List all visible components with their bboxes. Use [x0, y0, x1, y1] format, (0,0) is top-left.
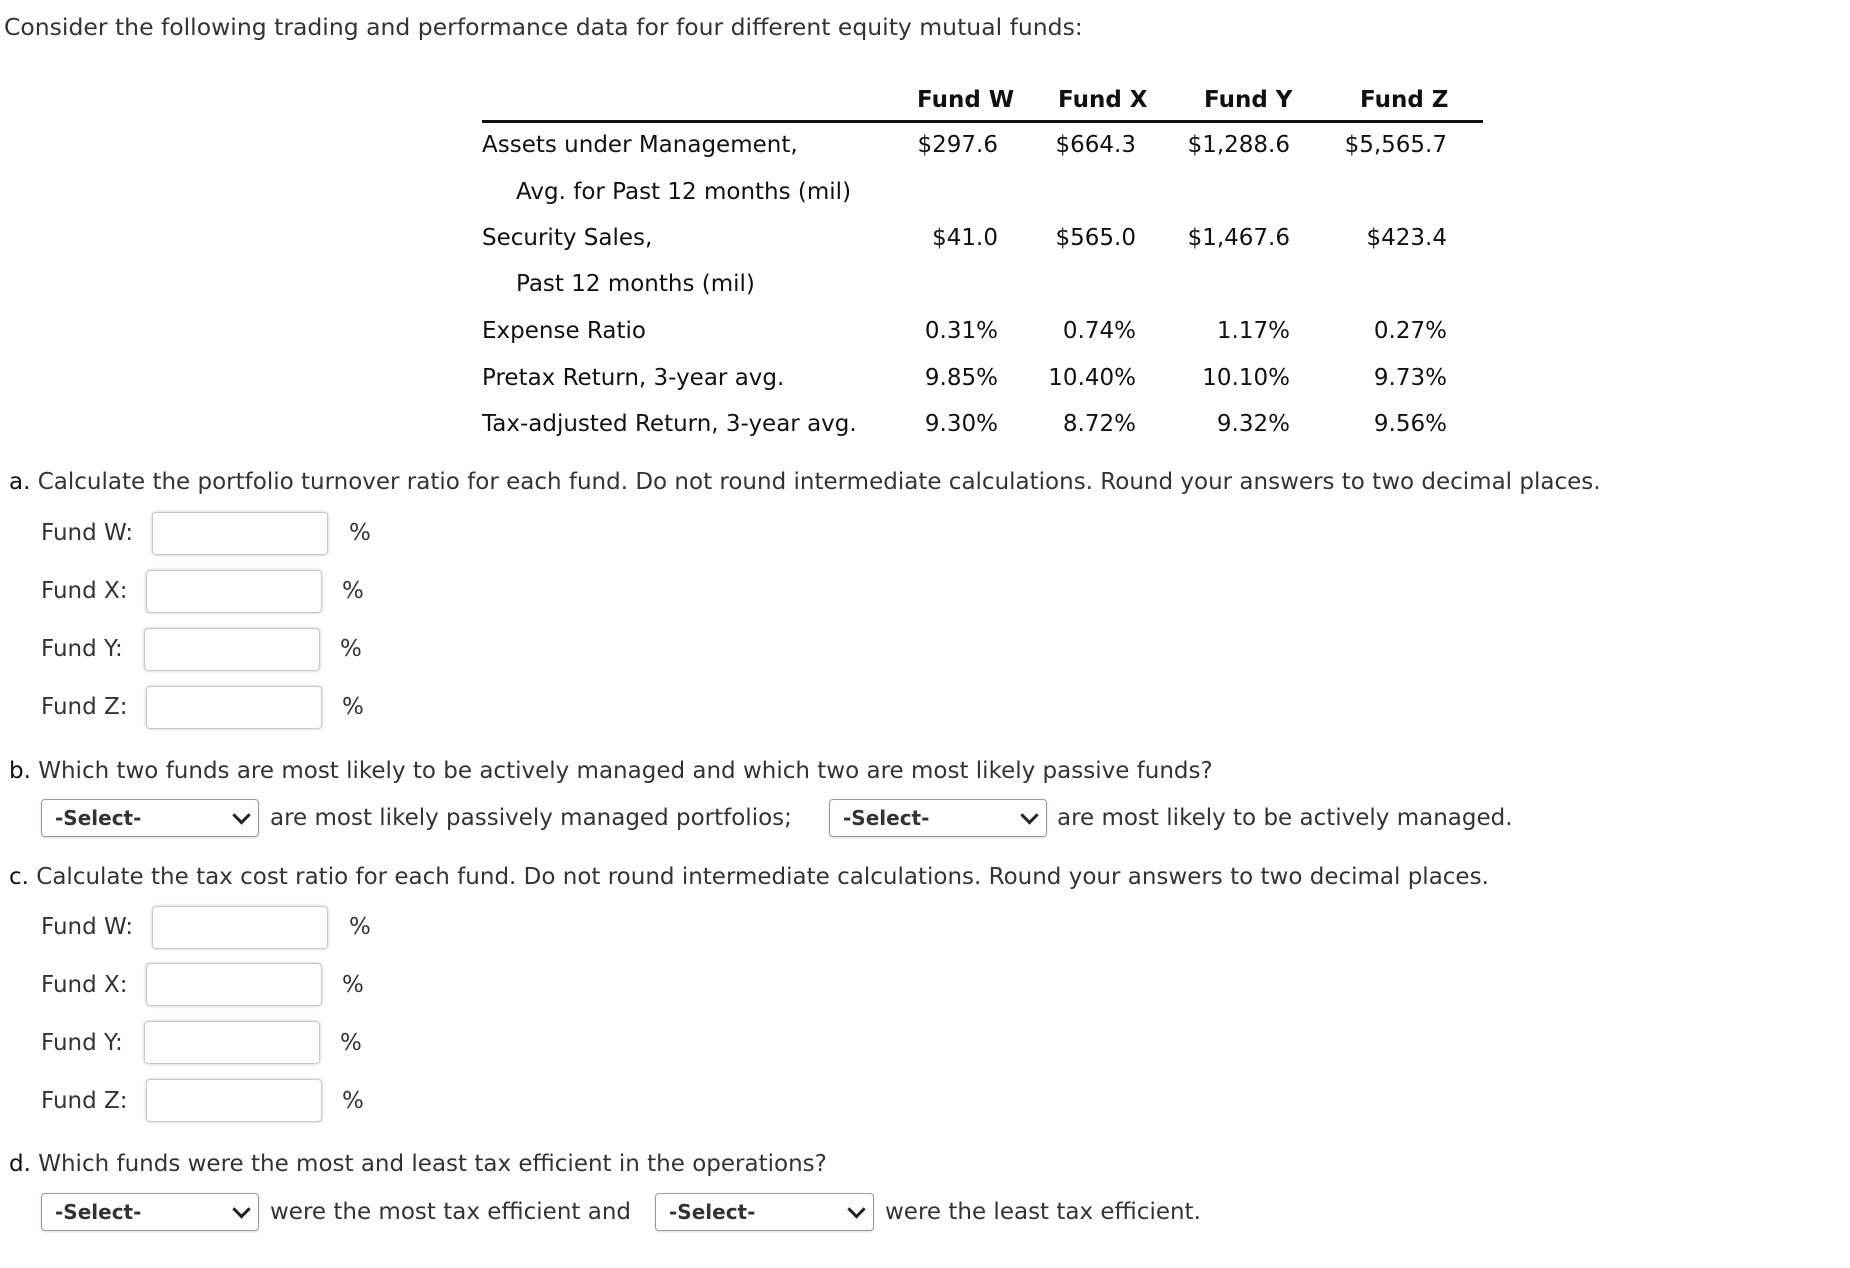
percent-unit: %	[349, 520, 371, 546]
cell-fund-y: $1,288.6	[1187, 132, 1290, 158]
column-header-fund-y: Fund Y	[1204, 87, 1293, 113]
cell-fund-z: $423.4	[1366, 225, 1447, 251]
question-c-letter: c.	[9, 864, 29, 890]
cell-fund-x: 0.74%	[1062, 318, 1136, 344]
percent-unit: %	[342, 972, 364, 998]
chevron-down-icon	[1020, 806, 1039, 825]
cell-fund-y: $1,467.6	[1187, 225, 1290, 251]
column-header-fund-w: Fund W	[917, 87, 1015, 113]
question-d-text: Which funds were the most and least tax …	[30, 1151, 827, 1177]
row-label: Security Sales,	[482, 225, 653, 251]
cell-fund-z: $5,565.7	[1344, 132, 1447, 158]
field-label: Fund X:	[41, 578, 128, 604]
field-label: Fund Y:	[41, 636, 123, 662]
percent-unit: %	[340, 636, 362, 662]
turnover-input-fund-x[interactable]	[146, 570, 322, 613]
passive-funds-select[interactable]: -Select-	[41, 799, 259, 837]
select-value: -Select-	[843, 806, 930, 830]
row-label: Expense Ratio	[482, 318, 646, 344]
passive-sentence-text: are most likely passively managed portfo…	[270, 805, 792, 831]
percent-unit: %	[349, 914, 371, 940]
percent-unit: %	[340, 1030, 362, 1056]
question-d-letter: d.	[9, 1151, 31, 1177]
row-label: Assets under Management,	[482, 132, 798, 158]
question-d: d. Which funds were the most and least t…	[9, 1153, 827, 1176]
question-a-text: Calculate the portfolio turnover ratio f…	[30, 469, 1601, 495]
row-sublabel: Past 12 months (mil)	[516, 271, 755, 297]
cell-fund-y: 1.17%	[1216, 318, 1290, 344]
select-value: -Select-	[669, 1200, 756, 1224]
most-efficient-text: were the most tax efficient and	[270, 1199, 632, 1225]
question-c: c. Calculate the tax cost ratio for each…	[9, 866, 1489, 889]
question-a: a. Calculate the portfolio turnover rati…	[9, 471, 1601, 494]
field-label: Fund X:	[41, 972, 128, 998]
cell-fund-x: $664.3	[1055, 132, 1136, 158]
field-label: Fund Z:	[41, 1088, 128, 1114]
field-label: Fund Z:	[41, 694, 128, 720]
question-b-letter: b.	[9, 758, 31, 784]
cell-fund-w: $297.6	[917, 132, 998, 158]
active-funds-select[interactable]: -Select-	[829, 799, 1047, 837]
turnover-input-fund-z[interactable]	[146, 686, 322, 729]
question-c-text: Calculate the tax cost ratio for each fu…	[28, 864, 1489, 890]
chevron-down-icon	[232, 806, 251, 825]
field-label: Fund Y:	[41, 1030, 123, 1056]
select-value: -Select-	[55, 1200, 142, 1224]
cell-fund-w: 9.30%	[924, 411, 998, 437]
least-efficient-select[interactable]: -Select-	[655, 1193, 874, 1231]
cell-fund-z: 0.27%	[1373, 318, 1447, 344]
taxcost-input-fund-z[interactable]	[146, 1079, 322, 1122]
cell-fund-z: 9.73%	[1373, 365, 1447, 391]
turnover-input-fund-w[interactable]	[152, 512, 328, 555]
cell-fund-x: 8.72%	[1062, 411, 1136, 437]
cell-fund-w: $41.0	[932, 225, 998, 251]
cell-fund-x: 10.40%	[1048, 365, 1136, 391]
chevron-down-icon	[847, 1200, 866, 1219]
least-efficient-text: were the least tax efficient.	[885, 1199, 1201, 1225]
taxcost-input-fund-x[interactable]	[146, 963, 322, 1006]
active-sentence-text: are most likely to be actively managed.	[1057, 805, 1513, 831]
question-b-text: Which two funds are most likely to be ac…	[30, 758, 1213, 784]
percent-unit: %	[342, 578, 364, 604]
column-header-fund-z: Fund Z	[1360, 87, 1449, 113]
most-efficient-select[interactable]: -Select-	[41, 1193, 259, 1231]
cell-fund-y: 9.32%	[1216, 411, 1290, 437]
taxcost-input-fund-w[interactable]	[152, 906, 328, 949]
turnover-input-fund-y[interactable]	[144, 628, 320, 671]
chevron-down-icon	[232, 1200, 251, 1219]
field-label: Fund W:	[41, 914, 134, 940]
field-label: Fund W:	[41, 520, 134, 546]
cell-fund-z: 9.56%	[1373, 411, 1447, 437]
cell-fund-w: 0.31%	[924, 318, 998, 344]
cell-fund-y: 10.10%	[1202, 365, 1290, 391]
column-header-fund-x: Fund X	[1058, 87, 1148, 113]
question-a-letter: a.	[9, 469, 31, 495]
intro-text: Consider the following trading and perfo…	[4, 13, 1083, 41]
row-sublabel: Avg. for Past 12 months (mil)	[516, 179, 852, 205]
question-b: b. Which two funds are most likely to be…	[9, 760, 1213, 783]
cell-fund-w: 9.85%	[924, 365, 998, 391]
taxcost-input-fund-y[interactable]	[144, 1021, 320, 1064]
cell-fund-x: $565.0	[1055, 225, 1136, 251]
row-label: Pretax Return, 3-year avg.	[482, 365, 785, 391]
select-value: -Select-	[55, 806, 142, 830]
header-rule	[482, 120, 1483, 123]
row-label: Tax-adjusted Return, 3-year avg.	[482, 411, 857, 437]
percent-unit: %	[342, 1088, 364, 1114]
percent-unit: %	[342, 694, 364, 720]
